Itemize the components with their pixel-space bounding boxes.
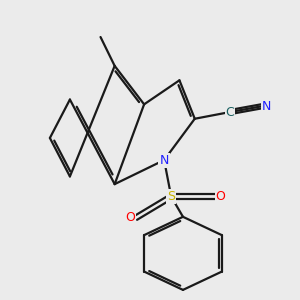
Text: S: S bbox=[167, 190, 175, 203]
Text: O: O bbox=[216, 190, 226, 203]
Text: N: N bbox=[159, 154, 169, 166]
Text: O: O bbox=[125, 211, 135, 224]
Text: C: C bbox=[226, 106, 235, 118]
Text: N: N bbox=[262, 100, 271, 113]
